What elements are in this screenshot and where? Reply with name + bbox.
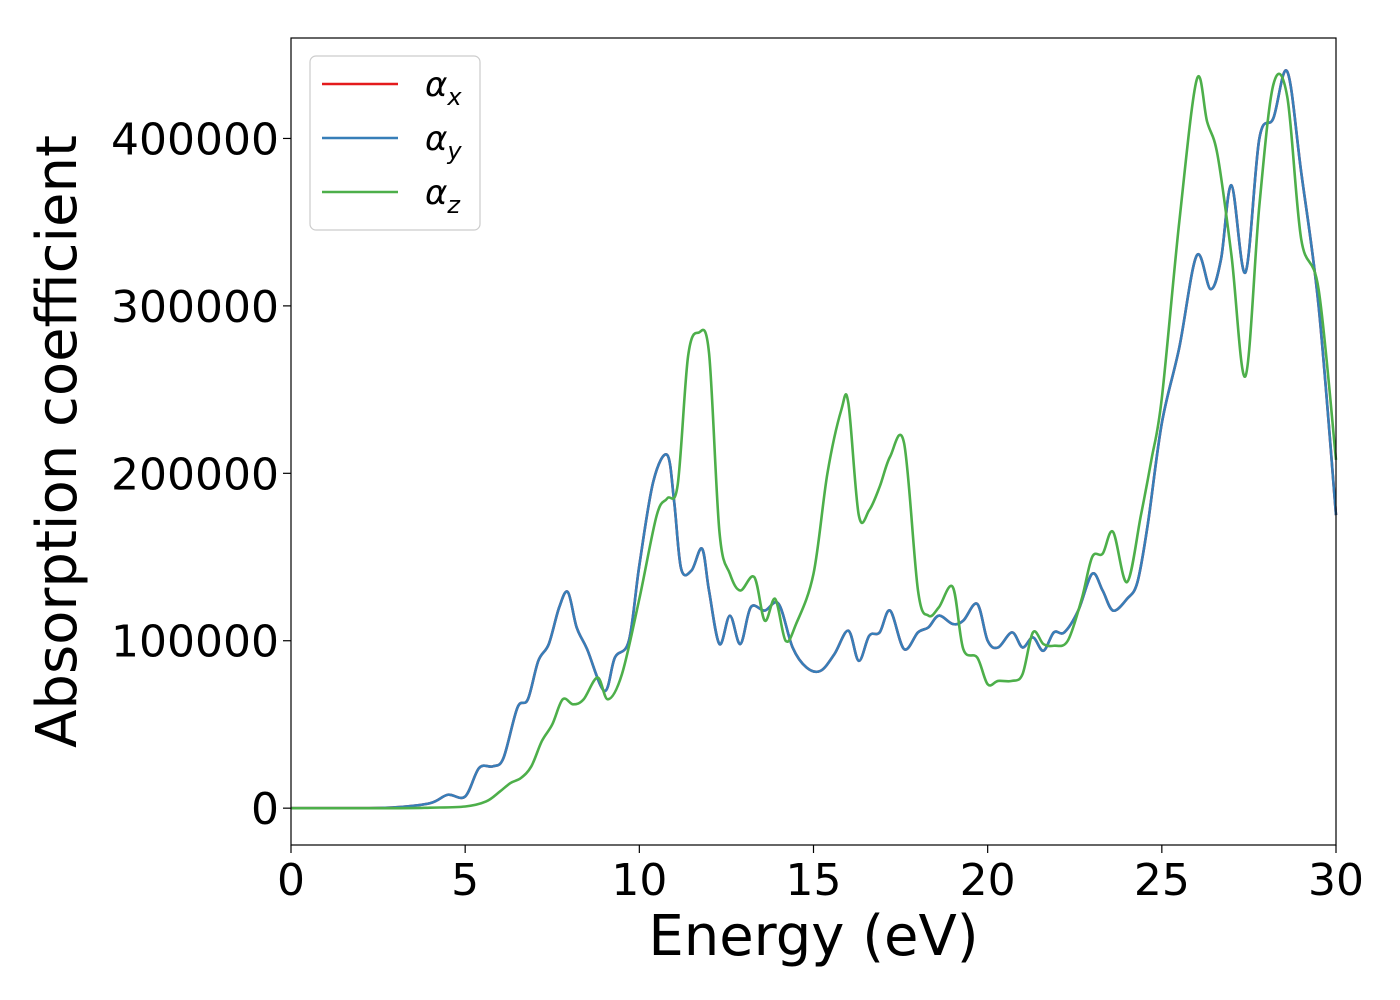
y-tick-label: 300000 (111, 282, 279, 333)
x-tick-label: 20 (960, 855, 1016, 906)
legend-box (309, 55, 481, 231)
y-tick-label: 0 (251, 784, 279, 835)
x-tick-label: 5 (451, 855, 479, 906)
series-line-alpha-z (290, 72, 1338, 810)
y-axis-label: Absorption coefficient (25, 135, 90, 748)
y-tick-label: 400000 (111, 114, 279, 165)
series-line-alpha-y (290, 69, 1338, 810)
x-tick-label: 30 (1308, 855, 1364, 906)
ticks-layer: 0 5 10 15 20 25 30 0 100000 200000 300000 400000 (111, 114, 1364, 906)
series-layer (290, 69, 1338, 810)
legend-label-alpha-x: αx (425, 65, 462, 111)
x-tick-label: 25 (1134, 855, 1190, 906)
x-axis-label: Energy (eV) (648, 904, 978, 969)
x-tick-label: 15 (786, 855, 842, 906)
legend-label-alpha-y: αy (425, 119, 462, 165)
x-tick-label: 10 (611, 855, 667, 906)
y-tick-label: 200000 (111, 449, 279, 500)
x-tick-label: 0 (277, 855, 305, 906)
y-tick-label: 100000 (111, 617, 279, 668)
